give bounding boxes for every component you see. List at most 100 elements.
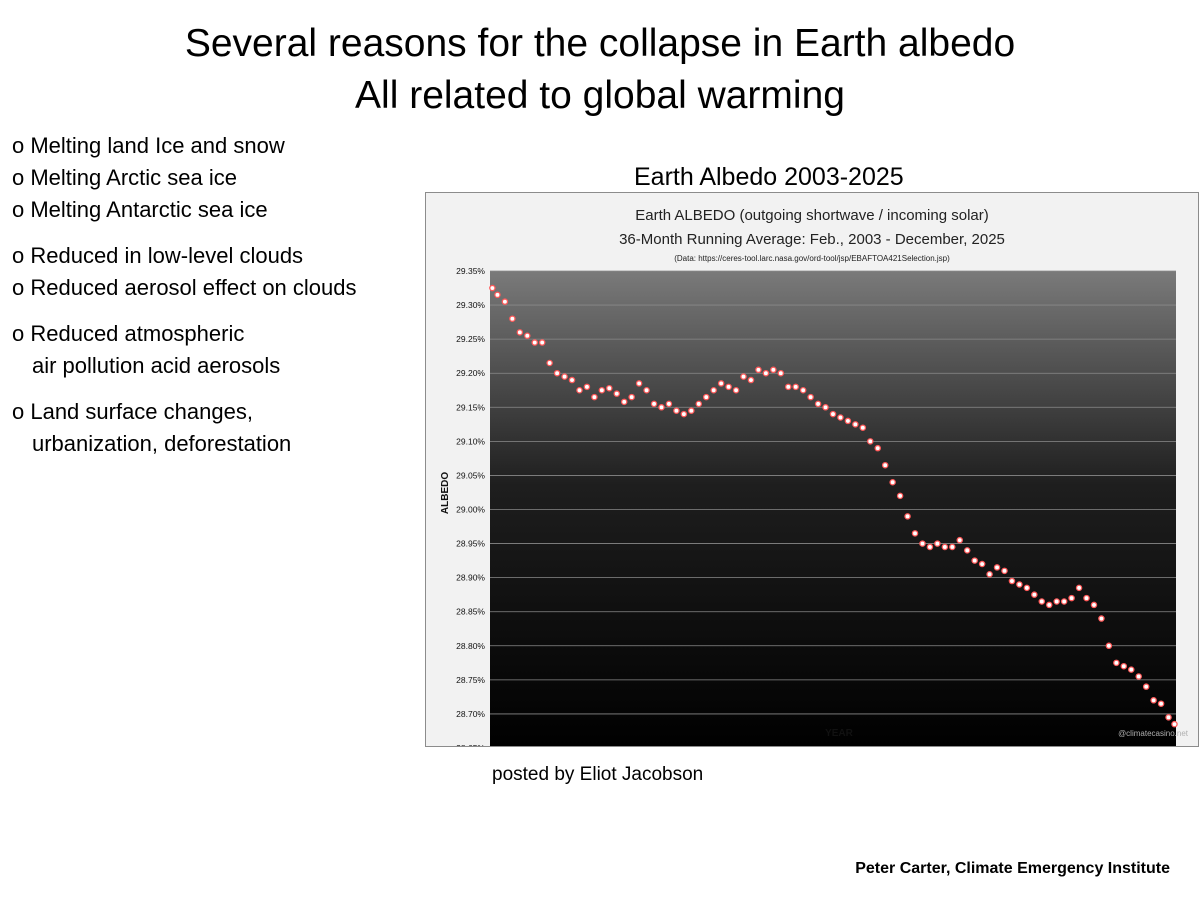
- albedo-data-point: [524, 332, 531, 339]
- albedo-data-point: [1031, 591, 1038, 598]
- bullet-item: o Land surface changes, urbanization, def…: [12, 396, 412, 460]
- albedo-chart-svg: Earth ALBEDO (outgoing shortwave / incom…: [440, 207, 1189, 746]
- albedo-data-point: [1113, 659, 1120, 667]
- albedo-data-point: [1090, 601, 1098, 609]
- slide-title: Several reasons for the collapse in Eart…: [0, 18, 1200, 122]
- albedo-data-point: [673, 407, 680, 414]
- y-tick-label: 28.65%: [456, 743, 485, 746]
- albedo-data-point: [799, 386, 807, 394]
- albedo-data-point: [546, 359, 553, 367]
- albedo-data-point: [583, 383, 591, 391]
- albedo-data-point: [688, 407, 695, 414]
- chart-source-note: (Data: https://ceres-tool.larc.nasa.gov/…: [674, 254, 950, 263]
- albedo-data-point: [509, 315, 516, 322]
- albedo-data-point: [568, 376, 576, 384]
- albedo-data-point: [829, 410, 837, 418]
- albedo-data-point: [896, 492, 904, 500]
- albedo-data-point: [561, 373, 568, 380]
- albedo-data-point: [986, 570, 993, 578]
- y-tick-label: 28.70%: [456, 709, 485, 719]
- albedo-data-point: [1016, 581, 1023, 588]
- albedo-data-point: [665, 400, 673, 408]
- albedo-data-point: [770, 366, 777, 374]
- y-tick-label: 29.00%: [456, 505, 485, 515]
- bullet-continuation: urbanization, deforestation: [32, 431, 292, 456]
- chart-watermark: @climatecasino.net: [1118, 729, 1189, 738]
- albedo-data-point: [1157, 700, 1165, 707]
- albedo-data-point: [591, 393, 598, 401]
- y-tick-label: 28.80%: [456, 641, 485, 651]
- y-axis-ticks: 29.35% 29.30% 29.25% 29.20% 29.15% 29.10% 29.0…: [456, 266, 485, 746]
- albedo-data-point: [538, 339, 546, 346]
- chart-subtitle: 36-Month Running Average: Feb., 2003 - D…: [619, 231, 1005, 248]
- bullet-item: o Melting Arctic sea ice: [12, 162, 412, 194]
- bullet-item: o Melting land Ice and snow: [12, 130, 412, 162]
- slide-title-line-2: All related to global warming: [355, 74, 845, 117]
- bullet-item: o Reduced aerosol effect on clouds: [12, 272, 412, 304]
- albedo-data-point: [889, 478, 896, 486]
- albedo-data-point: [844, 417, 852, 425]
- albedo-data-point: [755, 366, 762, 374]
- bullet-text: o Reduced in low-level clouds: [12, 243, 304, 268]
- y-axis-label: ALBEDO: [440, 472, 451, 514]
- albedo-data-point: [516, 329, 524, 336]
- y-tick-label: 29.35%: [456, 266, 485, 276]
- bullet-continuation: air pollution acid aerosols: [32, 353, 281, 378]
- albedo-data-point: [1083, 594, 1090, 602]
- bullet-text: o Melting Arctic sea ice: [12, 165, 237, 190]
- albedo-data-point: [489, 284, 496, 292]
- y-tick-label: 29.30%: [456, 300, 485, 310]
- albedo-data-point: [725, 383, 732, 391]
- albedo-data-point: [934, 540, 941, 547]
- y-tick-label: 28.95%: [456, 539, 485, 549]
- albedo-data-point: [710, 386, 717, 394]
- albedo-data-point: [1060, 598, 1068, 605]
- albedo-data-point: [717, 380, 725, 387]
- chart-heading: Earth Albedo 2003-2025: [634, 163, 904, 191]
- bullet-group: o Melting land Ice and snow o Melting Arc…: [12, 130, 412, 226]
- albedo-data-point: [874, 444, 881, 452]
- posted-by: posted by Eliot Jacobson: [492, 764, 704, 785]
- albedo-data-point: [1053, 598, 1060, 605]
- albedo-series: [489, 284, 1178, 728]
- albedo-data-point: [553, 369, 561, 377]
- reasons-bullet-list: o Melting land Ice and snow o Melting Arc…: [12, 130, 412, 474]
- y-tick-label: 28.90%: [456, 573, 485, 583]
- albedo-data-point: [643, 386, 650, 394]
- y-tick-label: 29.20%: [456, 368, 485, 378]
- x-axis-label: YEAR: [825, 728, 854, 739]
- albedo-data-point: [1142, 683, 1150, 690]
- albedo-data-point: [1023, 584, 1031, 592]
- albedo-data-point: [814, 400, 822, 408]
- y-tick-label: 29.10%: [456, 436, 485, 446]
- albedo-data-point: [658, 404, 665, 411]
- albedo-data-point: [680, 410, 688, 418]
- credit-line: Peter Carter, Climate Emergency Institut…: [855, 860, 1170, 877]
- plot-area: [490, 271, 1176, 746]
- albedo-data-point: [852, 421, 859, 428]
- y-tick-label: 29.15%: [456, 402, 485, 412]
- albedo-data-point: [650, 400, 658, 408]
- albedo-data-point: [1135, 673, 1142, 680]
- albedo-data-point: [859, 424, 867, 431]
- albedo-data-point: [1150, 697, 1157, 704]
- albedo-data-point: [785, 383, 792, 391]
- albedo-data-point: [1105, 642, 1113, 650]
- albedo-data-point: [1045, 601, 1053, 609]
- albedo-data-point: [635, 380, 643, 387]
- albedo-data-point: [1128, 666, 1135, 673]
- bullet-text: o Land surface changes,: [12, 399, 253, 424]
- grid-lines: [490, 270, 1176, 715]
- albedo-chart: Earth ALBEDO (outgoing shortwave / incom…: [425, 192, 1199, 747]
- y-tick-label: 28.85%: [456, 607, 485, 617]
- albedo-data-point: [1075, 584, 1083, 592]
- bullet-text: o Melting land Ice and snow: [12, 133, 285, 158]
- albedo-data-point: [777, 369, 785, 377]
- albedo-data-point: [628, 393, 635, 401]
- bullet-group: o Reduced in low-level clouds o Reduced a…: [12, 240, 412, 304]
- bullet-item: o Reduced atmospheric air pollution acid …: [12, 318, 412, 382]
- albedo-data-point: [1098, 615, 1105, 622]
- albedo-data-point: [919, 540, 926, 547]
- albedo-data-point: [971, 557, 978, 564]
- bullet-group: o Reduced atmospheric air pollution acid …: [12, 318, 412, 382]
